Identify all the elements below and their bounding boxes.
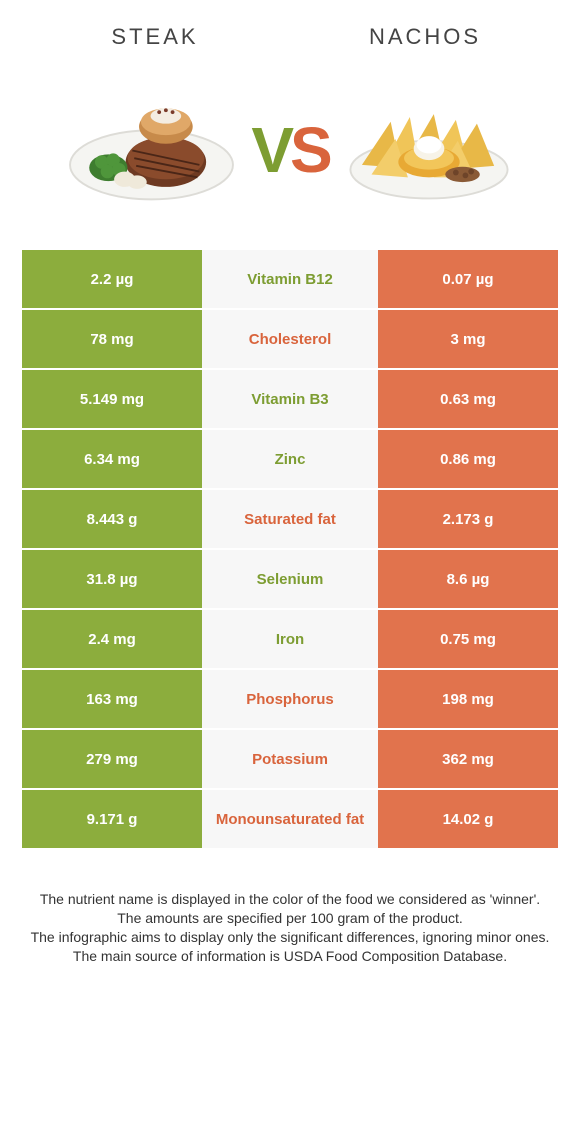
table-row: 31.8 µgSelenium8.6 µg	[22, 550, 558, 610]
table-row: 2.2 µgVitamin B120.07 µg	[22, 250, 558, 310]
header: Steak Nachos	[0, 0, 580, 60]
table-row: 5.149 mgVitamin B30.63 mg	[22, 370, 558, 430]
footer-line-1: The nutrient name is displayed in the co…	[30, 890, 550, 909]
right-value: 0.86 mg	[378, 430, 558, 488]
nutrient-label: Phosphorus	[202, 670, 378, 728]
table-row: 78 mgCholesterol3 mg	[22, 310, 558, 370]
left-value: 9.171 g	[22, 790, 202, 848]
table-row: 8.443 gSaturated fat2.173 g	[22, 490, 558, 550]
nutrient-label: Zinc	[202, 430, 378, 488]
steak-image	[61, 90, 241, 210]
nutrient-label: Selenium	[202, 550, 378, 608]
nutrient-label: Iron	[202, 610, 378, 668]
right-food-title: Nachos	[290, 24, 560, 50]
right-value: 362 mg	[378, 730, 558, 788]
footer: The nutrient name is displayed in the co…	[0, 850, 580, 986]
left-value: 8.443 g	[22, 490, 202, 548]
table-row: 9.171 gMonounsaturated fat14.02 g	[22, 790, 558, 850]
right-value: 2.173 g	[378, 490, 558, 548]
vs-s: S	[290, 113, 329, 187]
comparison-table: 2.2 µgVitamin B120.07 µg78 mgCholesterol…	[22, 250, 558, 850]
nutrient-label: Monounsaturated fat	[202, 790, 378, 848]
vs-label: VS	[251, 113, 328, 187]
table-row: 279 mgPotassium362 mg	[22, 730, 558, 790]
right-value: 0.63 mg	[378, 370, 558, 428]
left-value: 6.34 mg	[22, 430, 202, 488]
nutrient-label: Vitamin B3	[202, 370, 378, 428]
right-value: 198 mg	[378, 670, 558, 728]
left-value: 163 mg	[22, 670, 202, 728]
right-value: 0.07 µg	[378, 250, 558, 308]
images-row: VS	[0, 60, 580, 250]
table-row: 163 mgPhosphorus198 mg	[22, 670, 558, 730]
left-value: 2.4 mg	[22, 610, 202, 668]
left-value: 2.2 µg	[22, 250, 202, 308]
right-value: 0.75 mg	[378, 610, 558, 668]
nutrient-label: Potassium	[202, 730, 378, 788]
left-food-title: Steak	[20, 24, 290, 50]
left-value: 279 mg	[22, 730, 202, 788]
nutrient-label: Vitamin B12	[202, 250, 378, 308]
left-value: 78 mg	[22, 310, 202, 368]
nutrient-label: Cholesterol	[202, 310, 378, 368]
right-value: 14.02 g	[378, 790, 558, 848]
footer-line-2: The amounts are specified per 100 gram o…	[30, 909, 550, 928]
left-value: 5.149 mg	[22, 370, 202, 428]
right-value: 3 mg	[378, 310, 558, 368]
footer-line-3: The infographic aims to display only the…	[30, 928, 550, 947]
footer-line-4: The main source of information is USDA F…	[30, 947, 550, 966]
left-value: 31.8 µg	[22, 550, 202, 608]
nutrient-label: Saturated fat	[202, 490, 378, 548]
nachos-image	[339, 90, 519, 210]
table-row: 6.34 mgZinc0.86 mg	[22, 430, 558, 490]
right-value: 8.6 µg	[378, 550, 558, 608]
table-row: 2.4 mgIron0.75 mg	[22, 610, 558, 670]
vs-v: V	[251, 113, 290, 187]
